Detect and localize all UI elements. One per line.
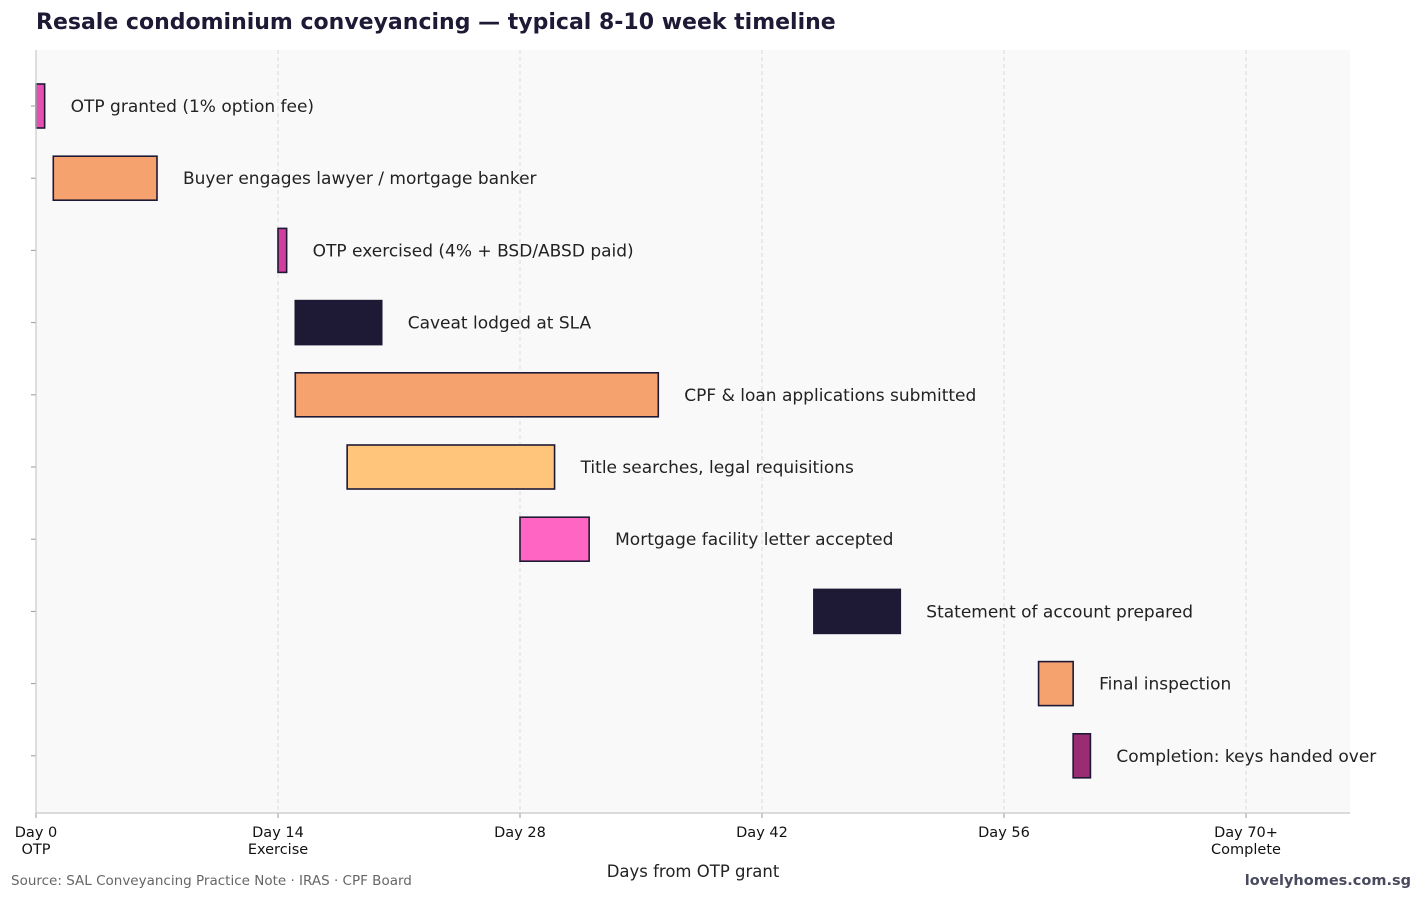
task-bar bbox=[52, 155, 158, 201]
task-bar bbox=[346, 444, 556, 490]
task-bar bbox=[294, 299, 383, 346]
task-label: Completion: keys handed over bbox=[1116, 747, 1376, 767]
x-tick-label: Day 0 bbox=[15, 825, 57, 841]
task-label: Final inspection bbox=[1099, 675, 1231, 695]
task-bar bbox=[35, 83, 46, 129]
x-tick-sublabel: OTP bbox=[21, 842, 50, 858]
task-bar bbox=[813, 588, 902, 635]
x-tick-sublabel: Complete bbox=[1211, 842, 1281, 858]
x-tick-label: Day 56 bbox=[978, 825, 1030, 841]
x-tick-label: Day 42 bbox=[736, 825, 788, 841]
task-label: Buyer engages lawyer / mortgage banker bbox=[183, 169, 537, 189]
task-bar bbox=[519, 516, 590, 563]
task-bar bbox=[1037, 660, 1074, 707]
x-tick-label: Day 14 bbox=[252, 825, 304, 841]
x-axis-label: Days from OTP grant bbox=[607, 862, 780, 881]
task-bar bbox=[294, 371, 660, 418]
source-note: Source: SAL Conveyancing Practice Note ·… bbox=[11, 873, 412, 889]
x-tick-label: Day 70+ bbox=[1214, 825, 1278, 841]
x-tick-sublabel: Exercise bbox=[248, 842, 308, 858]
task-label: CPF & loan applications submitted bbox=[684, 386, 976, 406]
plot-background bbox=[36, 50, 1350, 813]
task-label: Mortgage facility letter accepted bbox=[615, 530, 893, 550]
task-label: Caveat lodged at SLA bbox=[408, 314, 592, 334]
task-bar bbox=[1072, 732, 1092, 779]
brand-label: lovelyhomes.com.sg bbox=[1245, 873, 1411, 889]
task-bars bbox=[35, 83, 1092, 779]
task-labels: OTP granted (1% option fee) Buyer engages… bbox=[71, 97, 1377, 767]
x-tick-label: Day 28 bbox=[494, 825, 546, 841]
task-label: Title searches, legal requisitions bbox=[580, 458, 854, 478]
chart-title: Resale condominium conveyancing — typica… bbox=[36, 10, 836, 35]
task-label: OTP granted (1% option fee) bbox=[71, 97, 314, 117]
task-label: OTP exercised (4% + BSD/ABSD paid) bbox=[313, 241, 634, 261]
task-bar bbox=[277, 227, 288, 274]
task-label: Statement of account prepared bbox=[926, 602, 1193, 622]
gridlines bbox=[277, 50, 1247, 813]
